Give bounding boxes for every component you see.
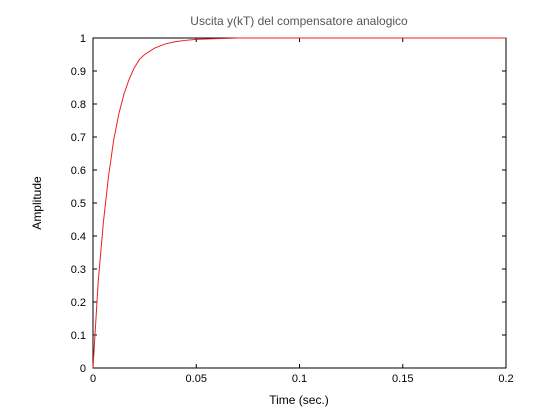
y-axis-label: Amplitude bbox=[30, 176, 44, 230]
x-axis-label: Time (sec.) bbox=[269, 393, 329, 407]
plot-area-frame bbox=[92, 37, 507, 369]
y-tick-label: 1 bbox=[80, 33, 86, 45]
y-tick-label: 0.2 bbox=[71, 297, 86, 309]
x-tick-label: 0.15 bbox=[392, 373, 413, 385]
x-tick-label: 0.05 bbox=[186, 373, 207, 385]
y-tick-label: 0.3 bbox=[71, 264, 86, 276]
y-tick-label: 0.1 bbox=[71, 330, 86, 342]
x-tick-label: 0.2 bbox=[498, 373, 513, 385]
chart-title: Uscita y(kT) del compensatore analogico bbox=[190, 14, 408, 28]
y-tick-label: 0.4 bbox=[71, 231, 86, 243]
y-tick-label: 0.9 bbox=[71, 66, 86, 78]
y-tick-label: 0.7 bbox=[71, 132, 86, 144]
y-tick-label: 0.6 bbox=[71, 165, 86, 177]
y-tick-label: 0.5 bbox=[71, 198, 86, 210]
y-tick-label: 0 bbox=[80, 363, 86, 375]
y-tick-label: 0.8 bbox=[71, 99, 86, 111]
response-series-line bbox=[92, 37, 506, 369]
x-tick-label: 0.1 bbox=[292, 373, 307, 385]
x-tick-label: 0 bbox=[90, 373, 96, 385]
